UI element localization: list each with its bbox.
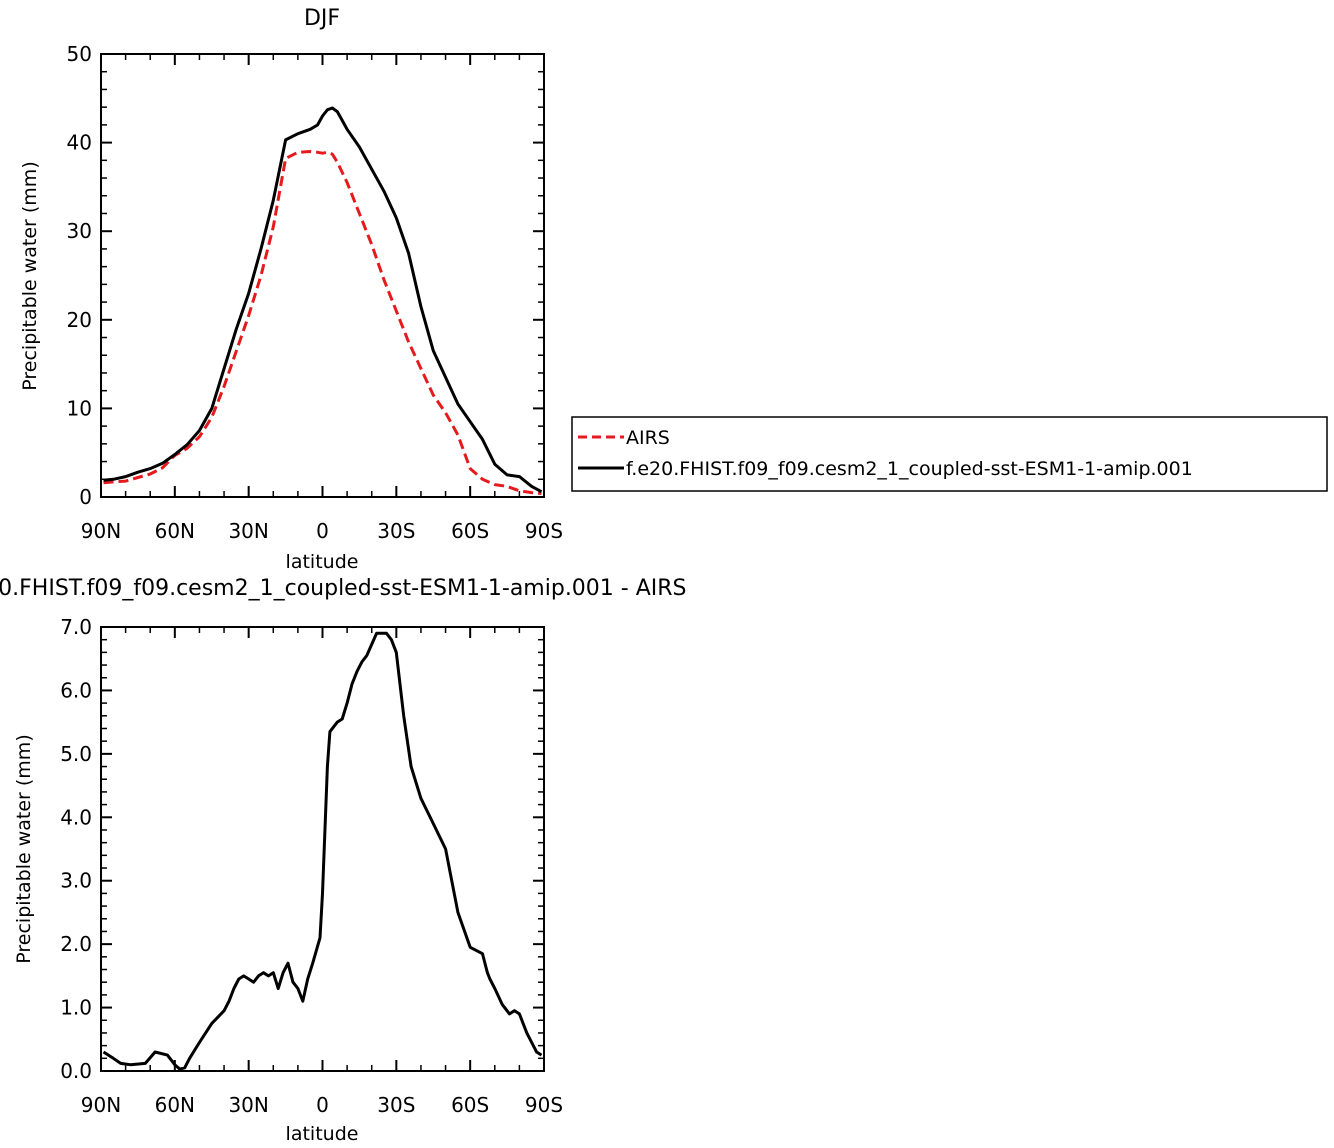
y-tick-label: 20 bbox=[67, 308, 92, 332]
chart-title: DJF bbox=[304, 6, 340, 31]
axis-ticks: 90N 60N 30N 0 30S 60S 90S 0 10 20 30 40 50 bbox=[67, 42, 564, 543]
djf-panel: DJF latitude Precipitable water (mm) 90N… bbox=[19, 6, 563, 573]
y-tick-label: 5.0 bbox=[60, 742, 92, 766]
x-tick-label: 30S bbox=[377, 519, 415, 543]
x-tick-label: 30S bbox=[377, 1093, 415, 1117]
x-tick-label: 60S bbox=[451, 1093, 489, 1117]
series-lines bbox=[103, 106, 543, 495]
chart-title: f.e20.FHIST.f09_f09.cesm2_1_coupled-sst-… bbox=[0, 576, 687, 601]
legend-label-airs: AIRS bbox=[626, 427, 670, 449]
x-axis-title: latitude bbox=[286, 551, 359, 573]
y-tick-label: 0.0 bbox=[60, 1059, 92, 1083]
x-tick-label: 0 bbox=[316, 519, 329, 543]
legend-frame bbox=[571, 416, 1328, 492]
y-tick-label: 50 bbox=[67, 42, 92, 66]
series-lines bbox=[102, 631, 543, 1071]
y-tick-label: 0 bbox=[79, 485, 92, 509]
series-line-0 bbox=[103, 150, 542, 495]
x-tick-label: 90S bbox=[525, 519, 563, 543]
x-tick-label: 30N bbox=[228, 519, 268, 543]
difference-panel: f.e20.FHIST.f09_f09.cesm2_1_coupled-sst-… bbox=[0, 576, 687, 1145]
y-tick-label: 7.0 bbox=[60, 615, 92, 639]
x-tick-label: 90N bbox=[81, 519, 121, 543]
y-tick-label: 3.0 bbox=[60, 869, 92, 893]
y-tick-label: 1.0 bbox=[60, 996, 92, 1020]
y-tick-label: 6.0 bbox=[60, 678, 92, 702]
x-tick-label: 90S bbox=[525, 1093, 563, 1117]
series-line-1 bbox=[103, 106, 543, 494]
x-axis-title: latitude bbox=[286, 1123, 359, 1145]
series-line-0 bbox=[102, 631, 543, 1071]
y-axis-title: Precipitable water (mm) bbox=[19, 161, 41, 390]
legend-label-cesm: f.e20.FHIST.f09_f09.cesm2_1_coupled-sst-… bbox=[626, 458, 1193, 480]
y-tick-label: 30 bbox=[67, 219, 92, 243]
y-tick-label: 40 bbox=[67, 131, 92, 155]
y-tick-label: 10 bbox=[67, 396, 92, 420]
y-axis-title: Precipitable water (mm) bbox=[13, 734, 35, 963]
x-tick-label: 60N bbox=[155, 1093, 195, 1117]
x-tick-label: 60N bbox=[155, 519, 195, 543]
x-tick-label: 60S bbox=[451, 519, 489, 543]
legend: AIRS f.e20.FHIST.f09_f09.cesm2_1_coupled… bbox=[571, 416, 1328, 492]
x-tick-label: 90N bbox=[81, 1093, 121, 1117]
y-tick-label: 4.0 bbox=[60, 805, 92, 829]
x-tick-label: 30N bbox=[228, 1093, 268, 1117]
plot-frame bbox=[100, 53, 545, 498]
axis-ticks: 90N 60N 30N 0 30S 60S 90S 0.0 1.0 2.0 3.0 4.0 5.0 6.0… bbox=[60, 615, 563, 1117]
x-tick-label: 0 bbox=[316, 1093, 329, 1117]
plot-frame bbox=[100, 626, 545, 1072]
y-tick-label: 2.0 bbox=[60, 932, 92, 956]
